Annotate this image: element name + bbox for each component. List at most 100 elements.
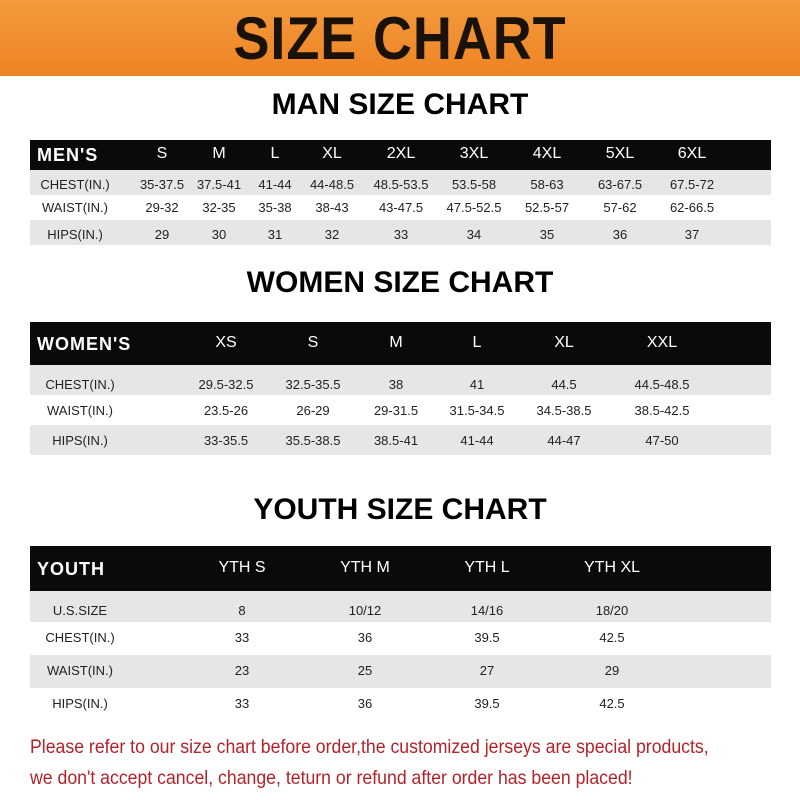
men-size-table: MEN'S S M L XL 2XL 3XL 4XL 5XL 6XL CHEST(IN.) 35-37… [30,140,771,245]
table-cell: 41-44 [258,177,292,192]
table-cell: 32.5-35.5 [285,377,341,392]
table-cell: 47.5-52.5 [446,200,502,215]
table-cell: 37.5-41 [196,177,242,192]
table-cell: 29-32 [145,200,179,215]
table-cell: XXL [646,334,678,351]
table-label: YOUTH [37,559,105,579]
women-section-title: WOMEN SIZE CHART [246,266,554,299]
table-cell: 48.5-53.5 [373,177,429,192]
table-cell: S [156,145,168,162]
table-label: MEN'S [37,145,99,165]
table-row: HIPS(IN.) 33 36 39.5 42.5 [30,688,771,719]
order-notice: Please refer to our size chart before or… [30,732,737,794]
table-cell: 29-31.5 [373,403,419,418]
table-cell: XS [215,334,237,351]
row-label: WAIST(IN.) [42,200,108,215]
women-size-table: WOMEN'S XS S M L XL XXL CHEST(IN.) 29.5-32.5 32.5… [30,322,771,455]
row-label: CHEST(IN.) [45,377,115,392]
notice-line-2: we don't accept cancel, change, teturn o… [30,768,633,789]
row-label: WAIST(IN.) [47,403,113,418]
table-cell: 44-47 [547,433,581,448]
table-cell: 34.5-38.5 [536,403,592,418]
table-cell: 33 [234,630,250,645]
table-cell: 4XL [532,145,562,162]
row-label: CHEST(IN.) [40,177,110,192]
table-cell: S [307,334,319,351]
table-cell: XL [322,145,342,162]
table-cell: 52.5-57 [524,200,570,215]
table-cell: 23 [234,663,250,678]
table-cell: 31.5-34.5 [449,403,505,418]
table-cell: 35 [539,227,555,242]
row-label: U.S.SIZE [52,603,108,618]
table-cell: 35-38 [258,200,292,215]
table-cell: 36 [357,630,373,645]
table-cell: XL [554,334,574,351]
table-cell: 27 [479,663,495,678]
table-cell: 18/20 [595,603,629,618]
table-cell: 44.5 [551,377,577,392]
table-cell: 39.5 [474,630,500,645]
table-cell: 58-63 [530,177,564,192]
table-cell: 44.5-48.5 [634,377,690,392]
table-cell: 25 [357,663,373,678]
table-row: CHEST(IN.) 29.5-32.5 32.5-35.5 38 41 44.5 44.5… [30,365,771,395]
row-label: HIPS(IN.) [47,227,103,242]
table-row: CHEST(IN.) 35-37.5 37.5-41 41-44 44-48.5 48.5… [30,170,771,195]
header-row: YOUTH YTH S YTH M YTH L YTH XL [30,546,771,591]
table-cell: 31 [267,227,283,242]
men-section-title: MAN SIZE CHART [271,88,529,121]
table-cell: 43-47.5 [378,200,424,215]
table-cell: M [212,145,226,162]
row-label: HIPS(IN.) [52,696,108,711]
table-cell: 30 [211,227,227,242]
row-label: WAIST(IN.) [47,663,113,678]
table-cell: 29.5-32.5 [198,377,254,392]
table-cell: 47-50 [645,433,679,448]
table-row: U.S.SIZE 8 10/12 14/16 18/20 [30,591,771,622]
table-cell: 26-29 [296,403,330,418]
table-cell: 14/16 [470,603,504,618]
table-cell: 63-67.5 [597,177,643,192]
table-cell: 2XL [386,145,416,162]
table-row: WAIST(IN.) 29-32 32-35 35-38 38-43 43-47.5 47.… [30,195,771,220]
table-cell: 10/12 [348,603,382,618]
table-cell: 5XL [605,145,635,162]
table-cell: 67.5-72 [669,177,715,192]
table-cell: 29 [604,663,620,678]
table-row: WAIST(IN.) 23.5-26 26-29 29-31.5 31.5-34.5 34… [30,395,771,425]
youth-size-table: YOUTH YTH S YTH M YTH L YTH XL U.S.SIZE 8 10/12… [30,546,771,719]
table-cell: 36 [612,227,628,242]
table-cell: YTH XL [583,559,641,576]
table-row: WAIST(IN.) 23 25 27 29 [30,655,771,688]
header-row: MEN'S S M L XL 2XL 3XL 4XL 5XL 6XL [30,140,771,170]
table-cell: 42.5 [599,696,625,711]
table-cell: 42.5 [599,630,625,645]
table-cell: 35.5-38.5 [285,433,341,448]
table-cell: 33 [234,696,250,711]
table-cell: 34 [466,227,482,242]
table-cell: 62-66.5 [669,200,715,215]
table-cell: 35-37.5 [139,177,185,192]
table-row: CHEST(IN.) 33 36 39.5 42.5 [30,622,771,655]
table-cell: 57-62 [603,200,637,215]
table-cell: M [389,334,403,351]
table-cell: 32-35 [202,200,236,215]
table-cell: 44-48.5 [309,177,355,192]
table-cell: L [472,334,482,351]
row-label: CHEST(IN.) [45,630,115,645]
table-cell: 3XL [459,145,489,162]
row-label: HIPS(IN.) [52,433,108,448]
table-cell: 6XL [677,145,707,162]
table-cell: 37 [684,227,700,242]
header-row: WOMEN'S XS S M L XL XXL [30,322,771,365]
table-cell: 8 [238,603,246,618]
table-cell: 29 [154,227,170,242]
banner-title: SIZE CHART [233,5,567,72]
table-cell: 41-44 [460,433,494,448]
notice-line-1: Please refer to our size chart before or… [30,737,709,758]
table-cell: L [270,145,280,162]
table-cell: 36 [357,696,373,711]
table-cell: 38.5-41 [373,433,419,448]
